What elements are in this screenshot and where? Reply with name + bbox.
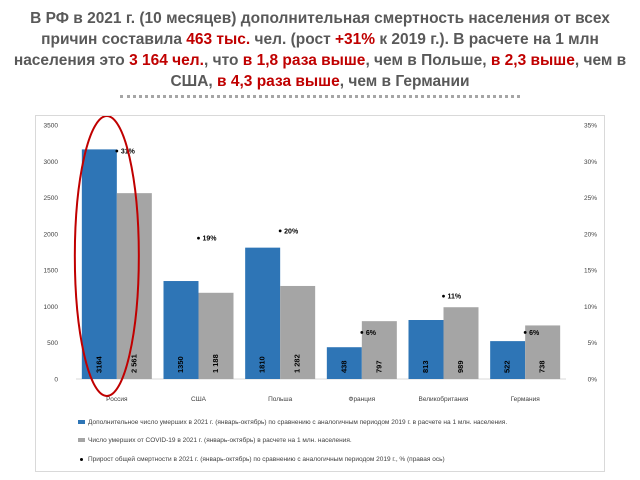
bar-covid-deaths (116, 193, 152, 379)
headline-text-4: , что (203, 52, 243, 69)
growth-point (115, 149, 119, 153)
bar-excess-deaths (163, 281, 199, 379)
y-tick-label: 1000 (44, 304, 59, 311)
growth-point-label: 6% (366, 330, 377, 337)
russia-highlight-ellipse (73, 116, 140, 397)
headline-highlight-per-million: 3 164 чел. (129, 52, 204, 69)
x-tick-label: Франция (349, 396, 376, 403)
legend-marker-growth (80, 457, 83, 461)
bar-covid-deaths (525, 325, 561, 379)
growth-point (360, 331, 364, 334)
y2-tick-label: 0% (588, 377, 598, 384)
bar-excess-deaths (81, 149, 117, 379)
headline-text-7: , чем в Германии (339, 73, 470, 90)
bar-covid-deaths-label: 1 188 (211, 354, 220, 373)
headline-text-1: В РФ в 2021 г. (10 месяцев) дополнительн… (30, 10, 610, 48)
headline-text-3: к 2019 г.). В расчете на 1 млн населения… (13, 31, 599, 69)
headline-highlight-usa: в 2,3 выше (490, 52, 575, 69)
headline-highlight-germany: в 4,3 раза выше (217, 73, 340, 90)
bar-excess-deaths (408, 319, 444, 379)
bar-excess-deaths-label: 438 (339, 360, 348, 373)
bar-covid-deaths-label: 738 (538, 360, 547, 373)
legend-label-excess: Дополнительное число умерших в 2021 г. (… (88, 419, 508, 426)
y-tick-label: 3500 (44, 123, 59, 130)
x-tick-label: Польша (268, 396, 293, 403)
chart-svg: 0 500 1000 1500 2000 2500 3000 3500 0% 5% 10% 15% 20… (44, 116, 598, 403)
headline: В РФ в 2021 г. (10 месяцев) дополнительн… (10, 8, 630, 92)
growth-point-label: 6% (529, 330, 540, 337)
y-tick-label: 0 (54, 377, 58, 384)
bar-covid-deaths-label: 1 282 (293, 354, 302, 373)
y-tick-label: 2500 (44, 195, 59, 202)
headline-highlight-total: 463 тыс. (186, 31, 251, 48)
growth-point (442, 294, 445, 298)
legend-swatch-excess (78, 420, 85, 425)
bar-covid-deaths (361, 321, 397, 379)
growth-point (197, 236, 200, 240)
x-tick-label: США (191, 396, 207, 403)
bar-excess-deaths-label: 522 (503, 360, 512, 373)
bar-covid-deaths-label: 989 (456, 360, 465, 373)
y2-tick-label: 20% (584, 231, 597, 238)
growth-point-label: 11% (448, 294, 462, 301)
legend-item-covid: Число умерших от COVID-19 в 2021 г. (янв… (78, 437, 352, 444)
bar-covid-deaths-label: 2 561 (129, 354, 138, 373)
y-tick-label: 3000 (44, 159, 59, 166)
bar-excess-deaths-label: 3164 (94, 355, 103, 373)
bar-excess-deaths (245, 247, 281, 379)
bar-covid-deaths-label: 797 (374, 360, 383, 373)
chart-panel: 0 500 1000 1500 2000 2500 3000 3500 0% 5% 10% 15% 20… (35, 115, 605, 472)
y-tick-label: 1500 (44, 268, 59, 275)
y2-tick-label: 15% (584, 268, 597, 275)
x-tick-label: Великобритания (419, 395, 469, 403)
y-tick-label: 500 (47, 340, 58, 347)
legend-item-excess: Дополнительное число умерших в 2021 г. (… (78, 419, 507, 426)
y2-tick-label: 35% (584, 123, 597, 130)
headline-text-5: , чем в Польше, (365, 52, 491, 69)
y2-tick-label: 10% (584, 304, 597, 311)
growth-point (523, 331, 527, 334)
legend-swatch-covid (78, 438, 85, 443)
headline-text-2: чел. (рост (250, 31, 335, 48)
bar-covid-deaths (280, 285, 316, 379)
legend-label-growth: Прирост общей смертности в 2021 г. (янва… (88, 456, 445, 463)
headline-highlight-growth: +31% (334, 31, 376, 48)
dotted-divider (120, 95, 520, 98)
bar-covid-deaths (443, 307, 479, 379)
y2-tick-label: 25% (584, 195, 597, 202)
legend-item-growth: Прирост общей смертности в 2021 г. (янва… (78, 456, 445, 463)
headline-highlight-poland: в 1,8 раза выше (242, 52, 366, 69)
x-tick-label: Германия (511, 396, 541, 403)
growth-point-label: 19% (203, 236, 218, 243)
x-tick-label: Россия (106, 396, 128, 403)
bar-excess-deaths (490, 341, 526, 379)
y2-tick-label: 30% (584, 159, 597, 166)
bar-excess-deaths-label: 1350 (176, 356, 185, 373)
bar-excess-deaths-label: 1810 (258, 356, 267, 373)
bar-excess-deaths (326, 347, 362, 379)
legend-label-covid: Число умерших от COVID-19 в 2021 г. (янв… (88, 437, 352, 444)
bar-excess-deaths-label: 813 (421, 360, 430, 373)
y2-tick-label: 5% (588, 340, 598, 347)
y-tick-label: 2000 (44, 231, 59, 238)
growth-point (278, 229, 282, 233)
growth-point-label: 20% (284, 228, 299, 235)
bar-covid-deaths (198, 292, 234, 379)
headline-text-6: , чем в США, (170, 52, 627, 90)
